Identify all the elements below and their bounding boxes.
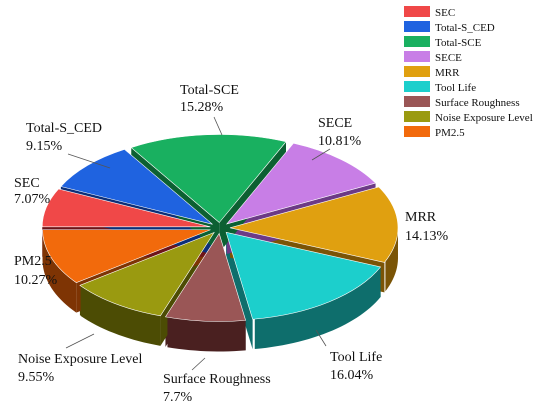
slice-value-pm2-5: 10.27% [14,273,58,288]
slice-side-surface-roughness [167,317,246,352]
slice-label-total-s-ced: Total-S_CED [26,121,102,136]
slice-side-mrr [385,228,398,292]
leader-line-tool-life [315,329,327,347]
slice-value-total-sce: 15.28% [180,100,224,115]
slice-label-pm2-5: PM2.5 [14,254,52,269]
legend-swatch-mrr [404,66,430,77]
slice-label-noise-exposure-level: Noise Exposure Level [18,352,143,367]
slice-side-tool-life [254,266,381,350]
leader-line-total-s-ced [67,153,111,169]
slice-mrr [229,186,399,263]
legend-label-total-s-ced: Total-S_CED [435,22,495,34]
slice-noise-exposure-level [79,231,215,317]
legend-swatch-sec [404,6,430,17]
slice-label-total-sce: Total-SCE [180,83,239,98]
slice-label-tool-life: Tool Life [330,350,382,365]
legend-label-pm2-5: PM2.5 [435,127,465,139]
legend-swatch-sece [404,51,430,62]
slice-sece [225,142,377,225]
legend-label-mrr: MRR [435,67,460,79]
legend: SEC Total-S_CED Total-SCE SECE MRR Tool Life S… [404,6,533,139]
legend-swatch-noise-exposure-level [404,111,430,122]
slice-surface-roughness [164,232,247,322]
legend-swatch-total-s-ced [404,21,430,32]
legend-label-sece: SECE [435,52,462,64]
slice-value-mrr: 14.13% [405,229,449,244]
slice-value-sec: 7.07% [14,192,51,207]
slice-side-noise-exposure-level [80,285,161,346]
leader-line-total-sce [213,116,223,136]
slice-total-sce [130,134,287,223]
slice-sec [41,188,211,228]
legend-label-sec: SEC [435,7,455,19]
legend-swatch-total-sce [404,36,430,47]
slice-value-tool-life: 16.04% [330,368,374,383]
slice-total-s-ced [60,149,213,225]
slice-label-sec: SEC [14,176,40,191]
slice-side-pm2-5 [42,231,77,313]
legend-swatch-pm2-5 [404,126,430,137]
legend-label-tool-life: Tool Life [435,82,476,94]
label-leaders [65,116,331,371]
legend-swatch-tool-life [404,81,430,92]
legend-label-surface-roughness: Surface Roughness [435,97,520,109]
leader-line-noise-exposure-level [65,333,95,349]
slice-value-surface-roughness: 7.7% [163,390,193,405]
slice-label-sece: SECE [318,116,352,131]
slice-value-sece: 10.81% [318,134,362,149]
leader-line-sece [311,148,331,161]
slice-value-total-s-ced: 9.15% [26,139,63,154]
slice-value-noise-exposure-level: 9.55% [18,370,55,385]
slice-pm2-5 [42,229,211,284]
legend-label-total-sce: Total-SCE [435,37,482,49]
leader-line-surface-roughness [191,357,206,371]
pie-tops [41,134,399,322]
legend-swatch-surface-roughness [404,96,430,107]
legend-label-noise-exposure-level: Noise Exposure Level [435,112,533,124]
slice-label-mrr: MRR [405,210,437,225]
slice-tool-life [225,231,382,320]
slice-label-surface-roughness: Surface Roughness [163,372,271,387]
